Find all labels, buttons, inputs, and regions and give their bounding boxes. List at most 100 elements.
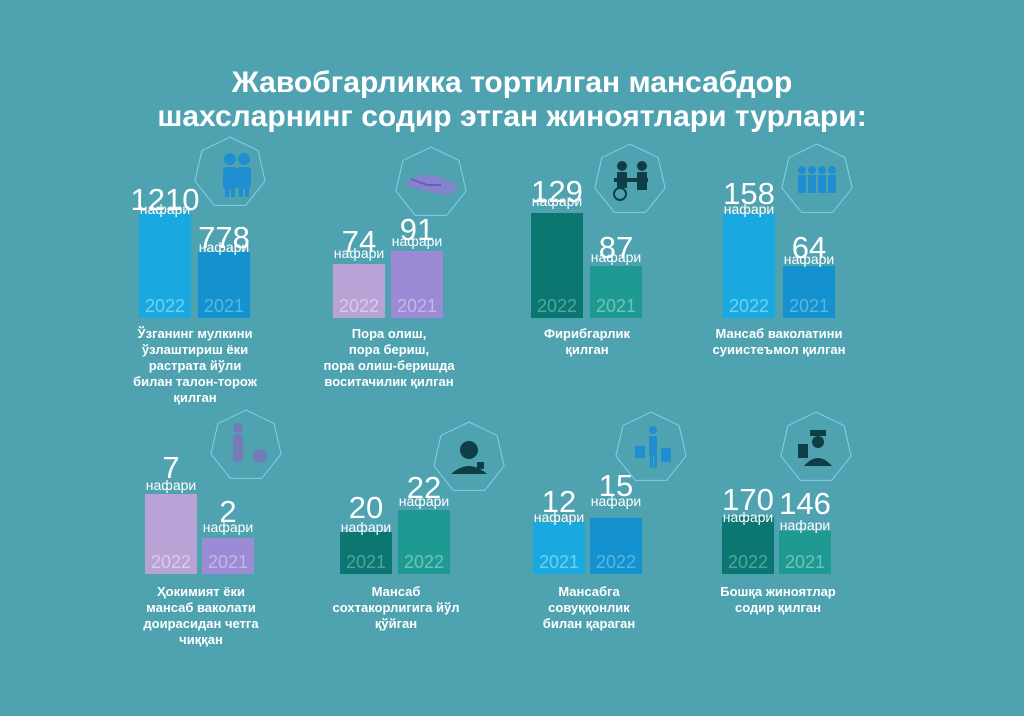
bar-2021: 2021 — [783, 266, 835, 318]
caption-line: қўйган — [374, 616, 418, 631]
bar-2021: 2021 — [779, 531, 831, 574]
caption-line: суиистеъмол қилган — [712, 342, 846, 357]
unit-label: нафари — [202, 519, 254, 535]
value-label: 158 — [723, 176, 775, 211]
bar-2021: 2021 — [198, 252, 250, 318]
bar-year-label: 2021 — [203, 296, 245, 316]
unit-label: нафари — [533, 509, 585, 525]
caption-line: Мансабга — [558, 584, 620, 599]
unit-label: нафари — [139, 201, 191, 217]
bar-2022: 2022 — [531, 213, 583, 318]
value-label: 7 — [162, 450, 180, 485]
bar-year-label: 2021 — [784, 552, 826, 572]
page-title: Жавобгарликка тортилган мансабдор шахсла… — [0, 66, 1024, 134]
caption-line: билан талон-торож — [133, 374, 257, 389]
title-line-2: шахсларнинг содир этган жиноятлари турла… — [157, 100, 867, 133]
unit-label: нафари — [783, 251, 835, 267]
bar-year-label: 2022 — [403, 552, 445, 572]
category-caption: Мансаб сохтакорлигига йўл қўйган — [310, 584, 482, 632]
category-caption: Фирибгарлик қилган — [501, 326, 673, 358]
caption-line: қилган — [565, 342, 609, 357]
caption-line: мансаб ваколати — [146, 600, 256, 615]
caption-line: пора олиш-беришда — [323, 358, 455, 373]
caption-line: ўзлаштириш ёки — [141, 342, 249, 357]
category-caption: Мансаб ваколатини суиистеъмол қилган — [693, 326, 865, 358]
bar-2022: 2022 — [722, 517, 774, 574]
caption-line: совуққонлик — [548, 600, 630, 615]
caption-line: Фирибгарлик — [543, 326, 631, 341]
unit-label: нафари — [779, 517, 831, 533]
caption-line: билан қараган — [542, 616, 636, 631]
bar-year-label: 2021 — [788, 296, 830, 316]
bar-year-label: 2021 — [595, 296, 637, 316]
caption-line: қилган — [173, 390, 217, 405]
value-label: 1210 — [130, 182, 200, 217]
value-label: 87 — [598, 230, 634, 265]
caption-line: Мансаб — [371, 584, 421, 599]
bar-2021: 2021 — [533, 522, 585, 574]
value-label: 778 — [198, 220, 250, 255]
unit-label: нафари — [590, 249, 642, 265]
fraud-icon — [594, 143, 666, 213]
shopping-icon — [615, 411, 687, 481]
caption-line: Бошқа жиноятлар — [720, 584, 836, 599]
value-label: 2 — [219, 494, 237, 529]
caption-line: Ўзганинг мулкини — [137, 326, 253, 341]
caption-line: Мансаб ваколатини — [715, 326, 843, 341]
bar-year-label: 2021 — [538, 552, 580, 572]
caption-line: растрата йўли — [148, 358, 242, 373]
bar-2022: 2022 — [723, 213, 775, 318]
caption-line: пора бериш, — [348, 342, 430, 357]
unit-label: нафари — [398, 493, 450, 509]
category-caption: Бошқа жиноятлар содир қилган — [692, 584, 864, 616]
value-label: 74 — [341, 224, 377, 259]
title-line-1: Жавобгарликка тортилган мансабдор — [231, 66, 793, 99]
person-icon — [210, 409, 282, 479]
bar-year-label: 2021 — [345, 552, 387, 572]
caption-line: Ҳокимият ёки — [156, 584, 245, 599]
bar-year-label: 2022 — [728, 296, 770, 316]
category-caption: Пора олиш, пора бериш, пора олиш-беришда во… — [303, 326, 475, 390]
value-label: 64 — [791, 230, 827, 265]
unit-label: нафари — [198, 239, 250, 255]
bar-2022: 2022 — [590, 518, 642, 574]
bar-2021: 2021 — [340, 532, 392, 574]
unit-label: нафари — [723, 201, 775, 217]
bar-year-label: 2021 — [207, 552, 249, 572]
value-label: 91 — [399, 212, 435, 247]
unit-label: нафари — [340, 519, 392, 535]
value-label: 129 — [531, 174, 583, 209]
category-caption: Ҳокимият ёки мансаб ваколати доирасидан че… — [115, 584, 287, 648]
bar-2022: 2022 — [398, 510, 450, 574]
bar-year-label: 2021 — [396, 296, 438, 316]
people-icon — [194, 136, 266, 206]
value-label: 20 — [348, 490, 384, 525]
bar-year-label: 2022 — [150, 552, 192, 572]
category-caption: Ўзганинг мулкини ўзлаштириш ёки растрата й… — [109, 326, 281, 406]
crowd-icon — [781, 143, 853, 213]
unit-label: нафари — [333, 245, 385, 261]
bar-year-label: 2022 — [536, 296, 578, 316]
unit-label: нафари — [590, 493, 642, 509]
bar-year-label: 2022 — [595, 552, 637, 572]
caption-line: чиққан — [179, 632, 223, 647]
bar-year-label: 2022 — [727, 552, 769, 572]
bar-2021: 2021 — [202, 538, 254, 574]
unit-label: нафари — [391, 233, 443, 249]
category-caption: Мансабга совуққонлик билан қараган — [503, 584, 675, 632]
caption-line: воситачилик қилган — [324, 374, 454, 389]
bar-2022: 2022 — [139, 212, 191, 318]
unit-label: нафари — [145, 477, 197, 493]
bar-2022: 2022 — [145, 494, 197, 574]
bar-2021: 2021 — [590, 266, 642, 318]
value-label: 12 — [541, 484, 577, 519]
value-label: 170 — [722, 482, 774, 517]
caption-line: содир қилган — [734, 600, 822, 615]
bar-2022: 2022 — [333, 264, 385, 318]
handshake-icon — [395, 146, 467, 216]
unit-label: нафари — [722, 509, 774, 525]
value-label: 15 — [598, 468, 634, 503]
value-label: 22 — [406, 470, 442, 505]
inspector-icon — [780, 411, 852, 481]
officer-icon — [433, 421, 505, 491]
